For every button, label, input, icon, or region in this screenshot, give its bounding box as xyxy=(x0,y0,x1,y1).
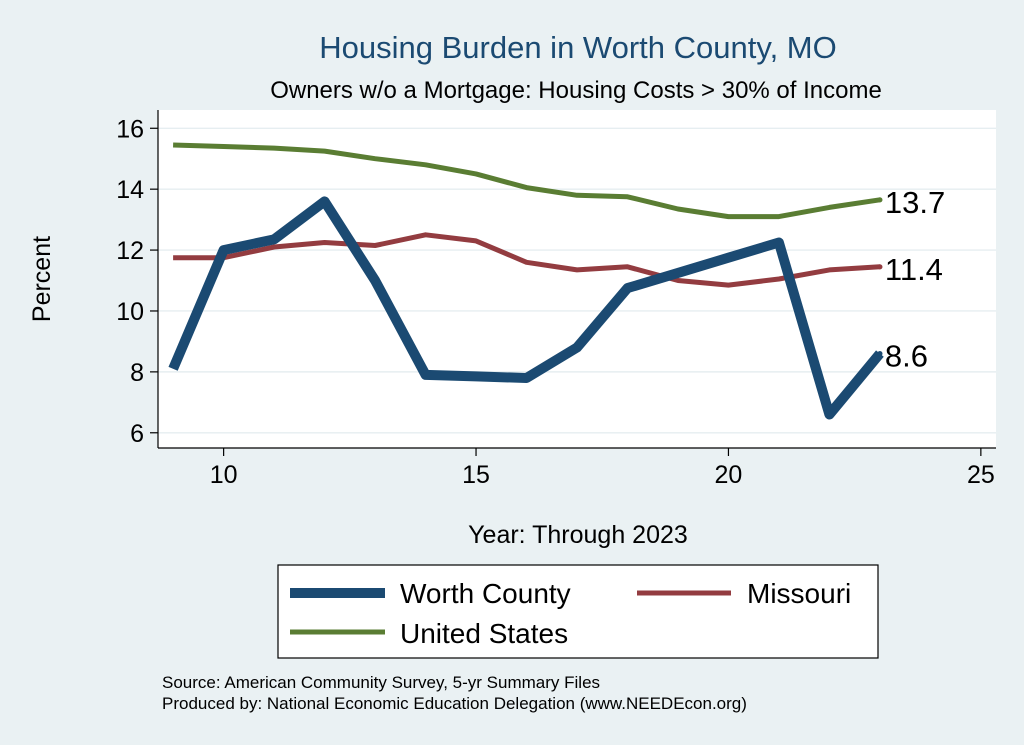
y-axis-label: Percent xyxy=(28,236,56,322)
series-line-worth-county xyxy=(168,196,884,420)
y-tick-label: 8 xyxy=(130,359,144,387)
y-tick-label: 10 xyxy=(116,298,144,326)
x-tick-label: 25 xyxy=(967,461,995,489)
plot-area xyxy=(158,110,996,448)
legend-box xyxy=(277,564,879,659)
legend: Worth County Missouri United States xyxy=(277,564,879,659)
end-labels: 8.6 11.4 13.7 xyxy=(885,185,945,374)
end-point-missouri xyxy=(877,264,883,270)
y-tick-label: 14 xyxy=(116,176,144,204)
end-point-worth-county xyxy=(877,351,883,357)
producer-note: Produced by: National Economic Education… xyxy=(162,694,747,713)
legend-label-worth-county: Worth County xyxy=(400,578,571,609)
x-tick-label: 15 xyxy=(462,461,490,489)
end-point-united-states xyxy=(877,197,883,203)
x-axis-ticks: 10 15 20 25 xyxy=(210,448,995,489)
legend-label-united-states: United States xyxy=(400,618,568,649)
end-label-worth-county: 8.6 xyxy=(885,339,928,374)
x-axis-label: Year: Through 2023 xyxy=(468,521,688,549)
end-label-united-states: 13.7 xyxy=(885,185,945,220)
gridlines xyxy=(158,127,996,434)
series-lines xyxy=(168,142,884,420)
source-note: Source: American Community Survey, 5-yr … xyxy=(162,673,600,692)
chart-subtitle: Owners w/o a Mortgage: Housing Costs > 3… xyxy=(270,77,882,104)
y-tick-label: 6 xyxy=(130,420,144,448)
series-line-missouri xyxy=(173,232,881,288)
series-line-united-states xyxy=(173,142,881,220)
y-tick-label: 16 xyxy=(116,115,144,143)
y-axis-ticks: 6 8 10 12 14 16 xyxy=(116,115,158,448)
x-tick-label: 10 xyxy=(210,461,238,489)
end-label-missouri: 11.4 xyxy=(885,252,943,287)
y-tick-label: 12 xyxy=(116,237,144,265)
chart-title: Housing Burden in Worth County, MO xyxy=(319,30,836,65)
legend-label-missouri: Missouri xyxy=(747,578,851,609)
x-tick-label: 20 xyxy=(715,461,743,489)
